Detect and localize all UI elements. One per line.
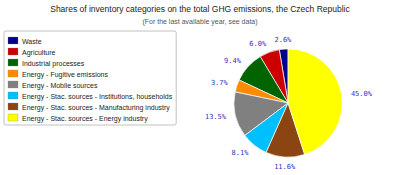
data-label: 45.0% — [351, 90, 373, 98]
legend-label: Industrial processes — [22, 60, 85, 68]
legend-label: Energy - Stac. sources - Energy industry — [22, 115, 148, 123]
subtitle: (For the last available year, see data) — [142, 18, 257, 26]
legend-label: Energy - Stac. sources - Institutions, h… — [22, 93, 173, 101]
data-label: 6.0% — [249, 40, 267, 48]
data-label: 8.1% — [232, 149, 250, 157]
legend-swatch — [8, 114, 18, 121]
legend: Waste Agriculture Industrial processes Ener… — [4, 31, 176, 125]
data-label: 2.6% — [274, 36, 292, 44]
legend-swatch — [8, 59, 18, 66]
pie — [234, 49, 342, 157]
legend-frame — [4, 31, 176, 125]
legend-label: Waste — [22, 38, 42, 45]
title: Shares of inventory categories on the to… — [50, 4, 350, 14]
data-labels: 2.6% 6.0% 9.4% 3.7% 13.5% 8.1% 11.6% 45.0% — [205, 36, 373, 171]
legend-label: Energy - Fugitive emissions — [22, 71, 108, 79]
legend-swatch — [8, 48, 18, 55]
data-label: 13.5% — [205, 113, 227, 121]
legend-label: Energy - Mobile sources — [22, 82, 98, 90]
pie-slice — [288, 49, 342, 155]
legend-label: Energy - Stac. sources - Manufacturing i… — [22, 104, 170, 112]
data-label: 9.4% — [224, 57, 242, 65]
legend-swatch — [8, 92, 18, 99]
chart: Shares of inventory categories on the to… — [0, 0, 400, 175]
legend-swatch — [8, 103, 18, 110]
legend-swatch — [8, 37, 18, 44]
legend-swatch — [8, 70, 18, 77]
data-label: 11.6% — [274, 163, 296, 171]
legend-label: Agriculture — [22, 49, 56, 57]
legend-swatch — [8, 81, 18, 88]
data-label: 3.7% — [211, 79, 229, 87]
